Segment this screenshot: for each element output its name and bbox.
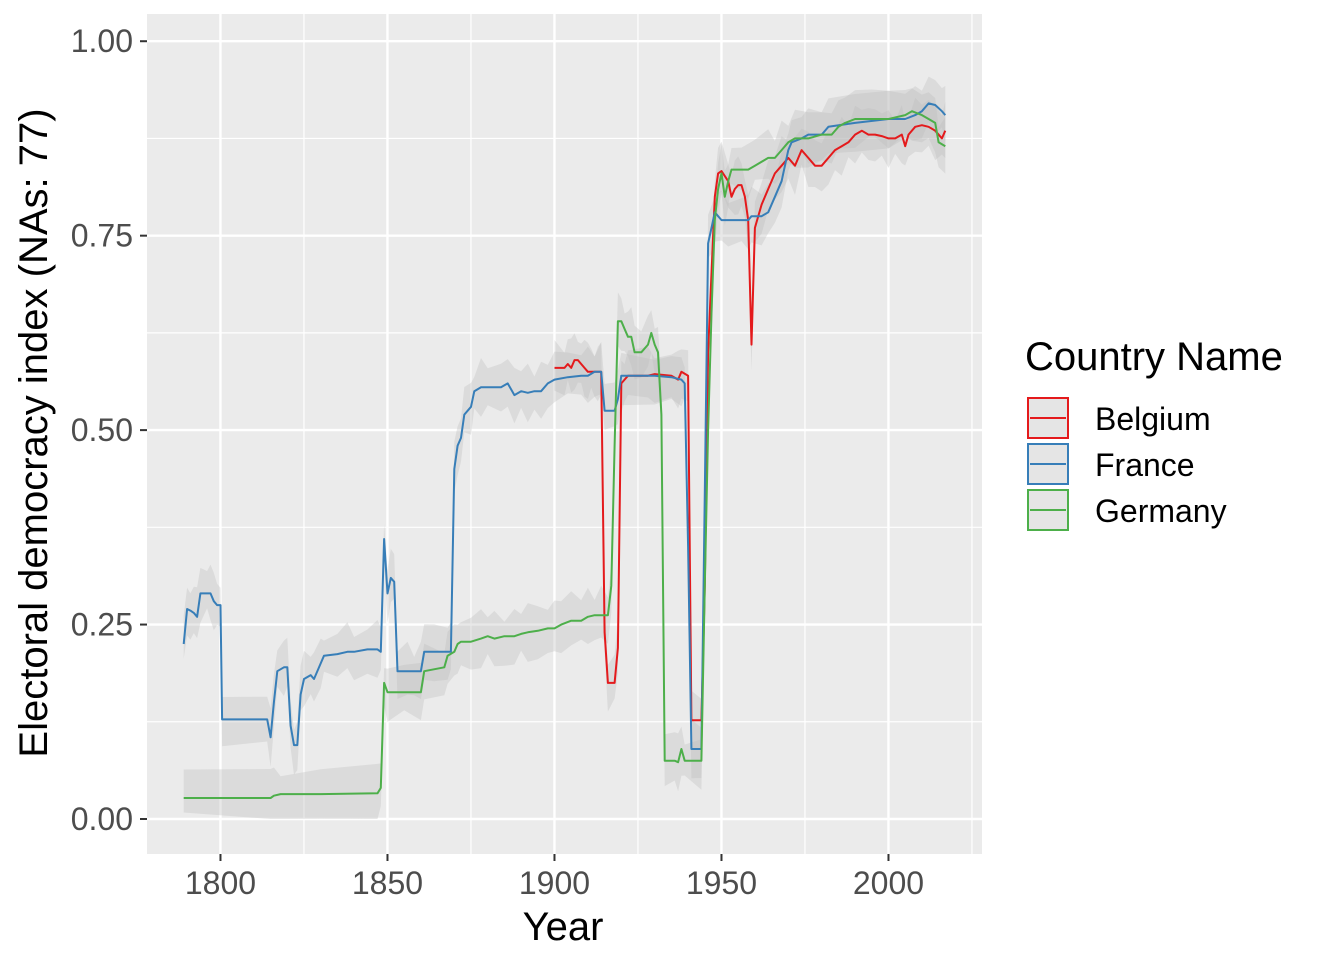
x-tick-label: 1900 bbox=[519, 865, 590, 901]
series-lines bbox=[182, 102, 947, 799]
major-gridlines bbox=[147, 14, 982, 854]
y-tick-label: 0.50 bbox=[71, 412, 133, 448]
x-tick-label: 1800 bbox=[185, 865, 256, 901]
x-tick-label: 1850 bbox=[352, 865, 423, 901]
legend-items: Belgium France Germany bbox=[1027, 397, 1227, 531]
confidence-bands bbox=[183, 76, 946, 820]
x-axis-label: Year bbox=[523, 905, 604, 949]
y-axis-label: Electoral democracy index (NAs: 77) bbox=[12, 108, 56, 757]
y-tick-label: 0.25 bbox=[71, 607, 133, 643]
legend-label-germany: Germany bbox=[1095, 493, 1227, 529]
y-tick-label: 1.00 bbox=[71, 23, 133, 59]
y-tick-label: 0.00 bbox=[71, 801, 133, 837]
confidence-band-france bbox=[183, 76, 946, 779]
x-tick-label: 1950 bbox=[686, 865, 757, 901]
x-tick-label: 2000 bbox=[853, 865, 924, 901]
series-line-france bbox=[182, 102, 947, 750]
y-axis: 0.00 0.25 0.50 0.75 1.00 bbox=[71, 23, 147, 837]
legend-label-belgium: Belgium bbox=[1095, 401, 1211, 437]
series-line-germany bbox=[183, 110, 946, 799]
legend-label-france: France bbox=[1095, 447, 1195, 483]
x-axis: 1800 1850 1900 1950 2000 bbox=[185, 854, 924, 901]
plot-panel bbox=[147, 14, 982, 854]
legend: Country Name Belgium France Germany bbox=[1025, 335, 1283, 531]
legend-title: Country Name bbox=[1025, 335, 1283, 379]
y-tick-label: 0.75 bbox=[71, 218, 133, 254]
